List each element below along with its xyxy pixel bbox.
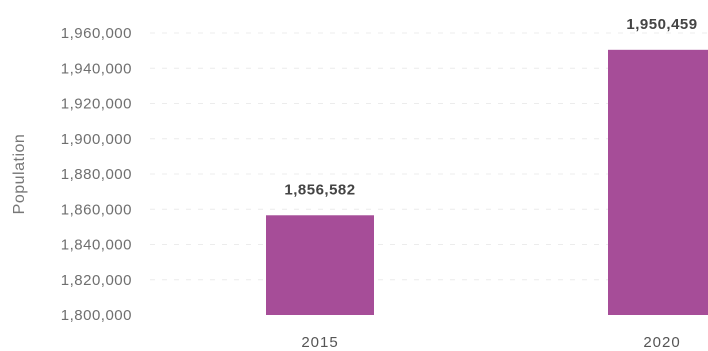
x-tick-label: 2015 — [301, 334, 338, 351]
y-tick-label: 1,900,000 — [61, 131, 132, 148]
x-axis-ticks: 2015 2020 — [301, 334, 680, 351]
bar-2015 — [266, 215, 374, 315]
x-tick-label: 2020 — [643, 334, 680, 351]
y-tick-label: 1,840,000 — [61, 237, 132, 254]
data-label-2020: 1,950,459 — [626, 16, 697, 33]
bars — [266, 49, 708, 316]
y-tick-label: 1,880,000 — [61, 166, 132, 183]
gridlines — [150, 32, 708, 281]
y-axis-ticks: 1,800,000 1,820,000 1,840,000 1,860,000 1,88… — [61, 25, 132, 324]
y-tick-label: 1,860,000 — [61, 201, 132, 218]
bar-2020 — [608, 49, 708, 316]
y-tick-label: 1,820,000 — [61, 272, 132, 289]
data-labels: 1,856,582 1,950,459 — [284, 16, 697, 198]
y-tick-label: 1,800,000 — [61, 307, 132, 324]
y-tick-label: 1,920,000 — [61, 96, 132, 113]
y-axis-title: Population — [11, 134, 28, 215]
y-tick-label: 1,960,000 — [61, 25, 132, 42]
data-label-2015: 1,856,582 — [284, 181, 355, 198]
y-tick-label: 1,940,000 — [61, 60, 132, 77]
